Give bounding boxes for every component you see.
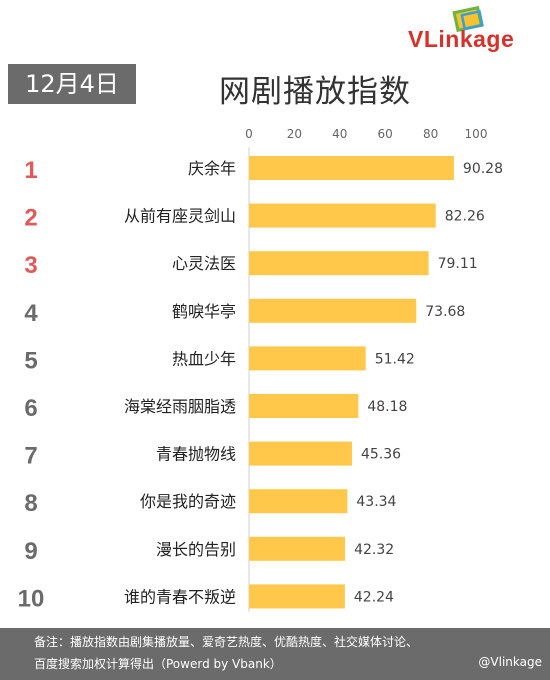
bar — [249, 251, 429, 276]
rank-number: 7 — [24, 443, 37, 470]
x-tick-label: 60 — [378, 127, 393, 141]
rank-number: 1 — [24, 157, 37, 184]
footer-note: 备注：播放指数由剧集播放量、爱奇艺热度、优酷热度、社交媒体讨论、 百度搜索加权计… — [0, 628, 550, 680]
category-label: 心灵法医 — [172, 254, 236, 273]
bar — [249, 346, 366, 371]
brand-logo-text: VLinkage — [408, 26, 515, 52]
rank-number: 5 — [24, 347, 37, 374]
value-label: 90.28 — [463, 161, 503, 177]
bar — [249, 298, 417, 323]
category-label: 你是我的奇迹 — [140, 492, 236, 511]
category-label: 谁的青春不叛逆 — [124, 587, 236, 606]
bar — [249, 441, 352, 466]
category-label: 漫长的告别 — [156, 540, 236, 559]
category-label: 青春抛物线 — [156, 445, 236, 464]
value-label: 79.11 — [438, 256, 478, 272]
rank-number: 6 — [24, 395, 37, 422]
bar — [249, 536, 346, 561]
bar — [249, 489, 348, 514]
rank-number: 8 — [24, 490, 37, 517]
footer-note-line-1: 备注：播放指数由剧集播放量、爱奇艺热度、优酷热度、社交媒体讨论、 — [34, 635, 419, 649]
value-label: 48.18 — [367, 399, 407, 415]
category-label: 从前有座灵剑山 — [124, 207, 236, 226]
value-label: 73.68 — [425, 304, 465, 320]
x-tick-label: 40 — [332, 127, 347, 141]
x-tick-label: 80 — [423, 127, 438, 141]
category-label: 庆余年 — [188, 159, 236, 178]
value-label: 42.24 — [354, 589, 394, 605]
value-label: 42.32 — [354, 542, 394, 558]
weibo-handle: @Vlinkage — [478, 655, 542, 669]
rank-number: 10 — [18, 585, 45, 612]
category-label: 热血少年 — [172, 349, 236, 368]
rank-number: 4 — [24, 300, 38, 327]
value-label: 45.36 — [361, 447, 401, 463]
bar — [249, 584, 345, 609]
footer-note-line-2: 百度搜索加权计算得出（Powerd by Vbank） — [34, 657, 282, 671]
rank-number: 9 — [24, 538, 37, 565]
value-label: 43.34 — [356, 494, 396, 510]
bar — [249, 394, 359, 418]
value-label: 82.26 — [445, 209, 485, 225]
x-tick-label: 20 — [287, 127, 302, 141]
category-label: 海棠经雨胭脂透 — [124, 397, 236, 416]
vlinkage-logo — [452, 6, 484, 33]
bar — [249, 156, 454, 180]
category-label: 鹤唳华亭 — [172, 302, 236, 321]
x-tick-label: 100 — [465, 127, 488, 141]
date-badge: 12月4日 — [8, 64, 136, 104]
x-tick-label: 0 — [245, 127, 253, 141]
bar — [249, 203, 436, 228]
rank-number: 2 — [24, 205, 37, 232]
value-label: 51.42 — [375, 351, 415, 367]
rank-number: 3 — [24, 252, 37, 279]
chart-title: 网剧播放指数 — [219, 74, 411, 110]
